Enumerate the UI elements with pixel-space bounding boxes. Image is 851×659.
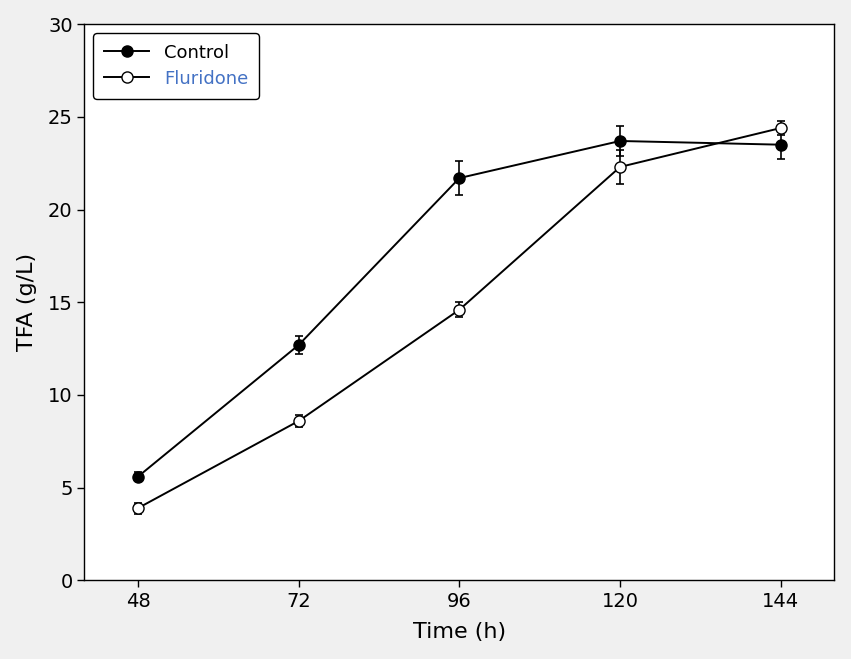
Legend: Control, Fluridone: Control, Fluridone <box>94 33 259 99</box>
X-axis label: Time (h): Time (h) <box>413 622 506 643</box>
Y-axis label: TFA (g/L): TFA (g/L) <box>17 253 37 351</box>
